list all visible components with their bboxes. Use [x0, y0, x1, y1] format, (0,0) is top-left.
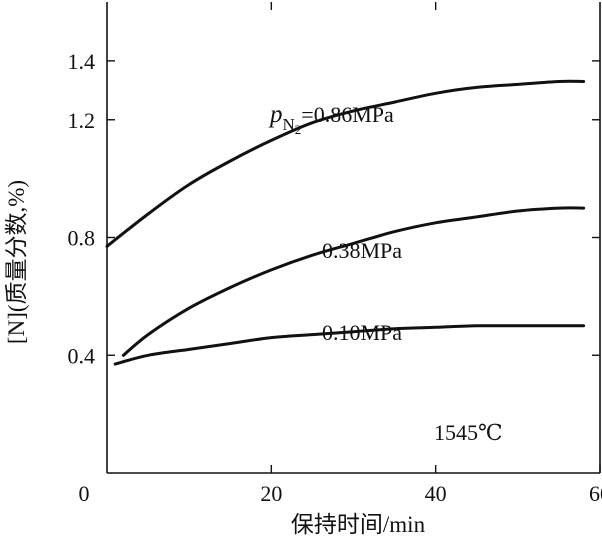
x-tick-label-1: 40 — [425, 481, 447, 506]
series-label-0-86mpa: pN2=0.86MPa — [268, 101, 394, 137]
y-tick-label-3: 1.4 — [68, 49, 96, 74]
series-label-eq: = — [301, 102, 313, 127]
y-axis-label: [N](质量分数,%) — [4, 180, 29, 344]
series-label-0-38mpa: 0.38MPa — [322, 238, 402, 263]
temperature-annotation: 1545℃ — [434, 420, 503, 445]
series-line-2 — [113, 324, 586, 366]
series-label-subsub: 2 — [295, 122, 302, 137]
y-tick-label-0: 0.4 — [68, 343, 96, 368]
series-label-sub: N — [283, 115, 295, 134]
origin-label: 0 — [79, 481, 90, 506]
series-label-value: 0.86MPa — [314, 102, 394, 127]
series-label-0-10mpa: 0.10MPa — [322, 320, 402, 345]
x-tick-label-0: 20 — [260, 481, 282, 506]
y-tick-label-1: 0.8 — [68, 226, 96, 251]
y-tick-label-2: 1.2 — [68, 108, 96, 133]
tick-labels: 2040600.40.81.21.4 — [68, 49, 602, 506]
ticks — [107, 2, 601, 473]
series-line-1 — [121, 206, 586, 357]
x-tick-label-2: 60 — [589, 481, 602, 506]
series-lines — [105, 79, 586, 366]
series-line-0 — [105, 79, 586, 248]
series-label-prefix: p — [268, 101, 283, 128]
x-axis-label: 保持时间/min — [291, 512, 426, 537]
